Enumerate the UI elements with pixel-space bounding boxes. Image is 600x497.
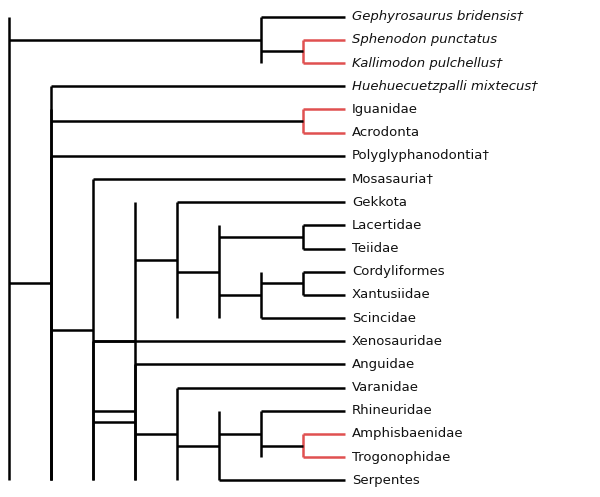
Text: Gephyrosaurus bridensis†: Gephyrosaurus bridensis† <box>352 10 523 23</box>
Text: Xantusiidae: Xantusiidae <box>352 288 431 301</box>
Text: Huehuecuetzpalli mixtecus†: Huehuecuetzpalli mixtecus† <box>352 80 538 93</box>
Text: Varanidae: Varanidae <box>352 381 419 394</box>
Text: Sphenodon punctatus: Sphenodon punctatus <box>352 33 497 46</box>
Text: Rhineuridae: Rhineuridae <box>352 404 433 417</box>
Text: Amphisbaenidae: Amphisbaenidae <box>352 427 464 440</box>
Text: Mosasauria†: Mosasauria† <box>352 172 434 185</box>
Text: Iguanidae: Iguanidae <box>352 103 418 116</box>
Text: Scincidae: Scincidae <box>352 312 416 325</box>
Text: Trogonophidae: Trogonophidae <box>352 451 451 464</box>
Text: Acrodonta: Acrodonta <box>352 126 420 139</box>
Text: Serpentes: Serpentes <box>352 474 420 487</box>
Text: Lacertidae: Lacertidae <box>352 219 422 232</box>
Text: Kallimodon pulchellus†: Kallimodon pulchellus† <box>352 57 503 70</box>
Text: Anguidae: Anguidae <box>352 358 415 371</box>
Text: Cordyliformes: Cordyliformes <box>352 265 445 278</box>
Text: Teiidae: Teiidae <box>352 242 398 255</box>
Text: Xenosauridae: Xenosauridae <box>352 334 443 348</box>
Text: Gekkota: Gekkota <box>352 196 407 209</box>
Text: Polyglyphanodontia†: Polyglyphanodontia† <box>352 149 490 163</box>
